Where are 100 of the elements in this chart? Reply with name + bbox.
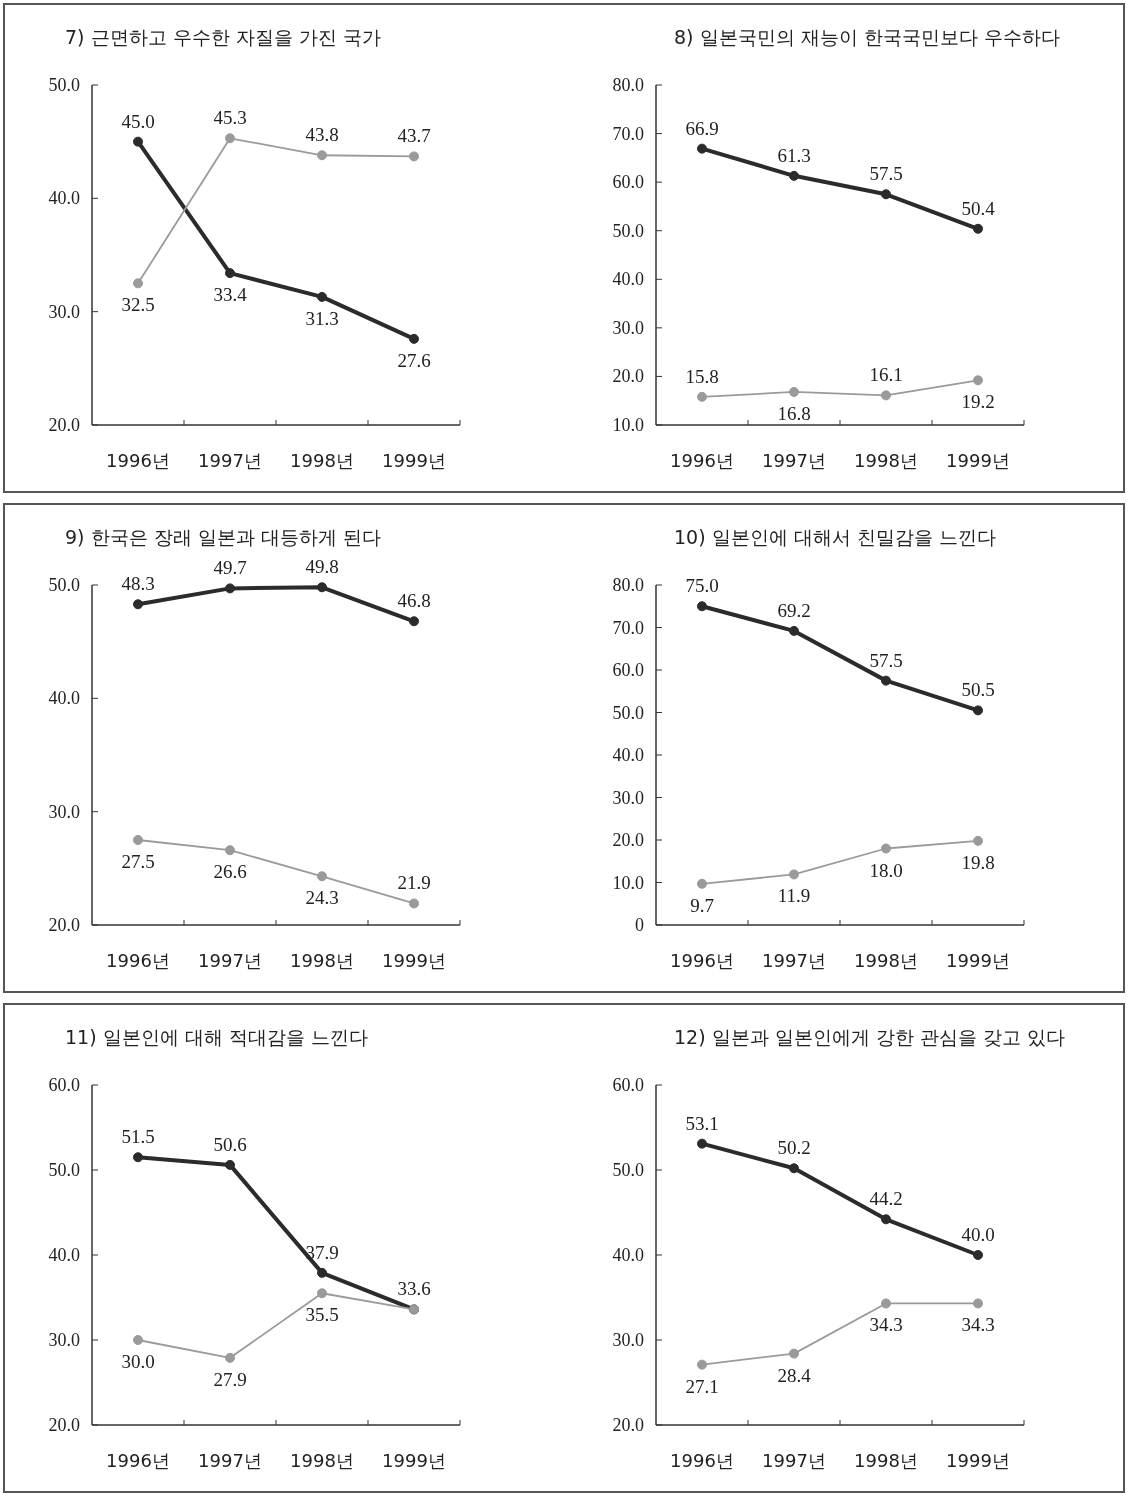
data-label: 40.0 (961, 1224, 995, 1245)
data-label: 45.0 (121, 110, 155, 132)
data-label: 15.8 (685, 365, 719, 387)
data-label: 43.7 (397, 125, 431, 147)
chart-title: 8) 일본국민의 재능이 한국국민보다 우수하다 (674, 26, 1060, 48)
y-tick-label: 10.0 (612, 872, 644, 893)
data-label: 50.2 (777, 1137, 811, 1159)
x-tick-label: 1997년 (198, 950, 262, 971)
data-label: 53.1 (685, 1112, 719, 1134)
data-label: 30.0 (121, 1351, 155, 1372)
y-tick-label: 50.0 (48, 1160, 80, 1180)
data-label: 34.3 (961, 1314, 995, 1336)
x-tick-label: 1998년 (290, 450, 354, 471)
chart-title: 10) 일본인에 대해서 친밀감을 느낀다 (674, 526, 996, 548)
data-label: 16.8 (777, 402, 811, 424)
data-label: 69.2 (777, 599, 811, 621)
x-tick-label: 1998년 (290, 1450, 354, 1471)
data-label: 27.5 (121, 851, 155, 872)
data-label: 16.1 (869, 364, 903, 386)
y-tick-label: 0 (635, 915, 644, 935)
y-tick-label: 40.0 (48, 1245, 80, 1265)
data-label: 66.9 (685, 117, 719, 139)
data-label: 44.2 (869, 1188, 903, 1210)
y-tick-label: 30.0 (48, 301, 80, 322)
x-tick-label: 1999년 (946, 450, 1010, 471)
x-tick-label: 1996년 (670, 450, 734, 471)
y-tick-label: 60.0 (612, 1075, 644, 1095)
data-label: 19.8 (961, 851, 995, 873)
data-label: 33.6 (397, 1278, 431, 1300)
y-tick-label: 10.0 (612, 415, 644, 435)
data-label: 51.5 (121, 1126, 155, 1148)
chart-title: 7) 근면하고 우수한 자질을 가진 국가 (65, 26, 381, 48)
y-tick-label: 20.0 (48, 915, 80, 935)
y-tick-label: 40.0 (612, 745, 644, 765)
x-tick-label: 1999년 (946, 1450, 1010, 1471)
y-tick-label: 50.0 (612, 702, 644, 723)
x-tick-label: 1998년 (854, 1450, 918, 1471)
chart-title: 12) 일본과 일본인에게 강한 관심을 갖고 있다 (674, 1026, 1065, 1048)
y-tick-label: 30.0 (612, 317, 644, 338)
x-tick-label: 1996년 (670, 1450, 734, 1471)
x-tick-label: 1997년 (198, 450, 262, 471)
x-tick-label: 1999년 (382, 1450, 446, 1471)
y-tick-label: 50.0 (48, 75, 80, 95)
x-tick-label: 1999년 (382, 950, 446, 971)
y-tick-label: 20.0 (612, 366, 644, 387)
data-label: 45.3 (213, 107, 247, 129)
y-tick-label: 30.0 (48, 1330, 80, 1350)
data-label: 28.4 (777, 1364, 812, 1386)
y-tick-label: 40.0 (612, 269, 644, 290)
y-tick-label: 70.0 (612, 617, 644, 638)
x-tick-label: 1997년 (762, 1450, 826, 1471)
x-tick-label: 1996년 (106, 950, 170, 971)
chart-title: 9) 한국은 장래 일본과 대등하게 된다 (65, 526, 381, 548)
data-label: 31.3 (305, 307, 339, 329)
data-label: 37.9 (305, 1241, 339, 1263)
data-label: 27.9 (213, 1368, 247, 1390)
data-label: 43.8 (305, 124, 339, 146)
data-label: 26.6 (213, 861, 247, 883)
data-label: 33.4 (213, 284, 248, 306)
y-tick-label: 40.0 (48, 188, 80, 209)
x-tick-label: 1999년 (946, 950, 1010, 971)
y-tick-label: 70.0 (612, 123, 644, 144)
y-tick-label: 20.0 (612, 830, 644, 850)
data-label: 49.8 (305, 556, 339, 578)
x-tick-label: 1997년 (762, 450, 826, 471)
y-tick-label: 20.0 (612, 1415, 644, 1435)
data-label: 19.2 (961, 391, 995, 413)
data-label: 50.6 (213, 1133, 247, 1155)
x-tick-label: 1996년 (106, 450, 170, 471)
data-label: 18.0 (869, 859, 903, 881)
data-label: 11.9 (777, 885, 811, 907)
data-label: 9.7 (690, 894, 714, 916)
data-label: 57.5 (869, 649, 903, 671)
y-tick-label: 30.0 (612, 787, 644, 808)
x-tick-label: 1998년 (854, 450, 918, 471)
y-tick-label: 50.0 (612, 1160, 644, 1180)
data-label: 24.3 (305, 887, 339, 909)
data-label: 32.5 (121, 294, 155, 316)
data-label: 75.0 (685, 575, 719, 597)
data-label: 61.3 (777, 144, 811, 166)
data-label: 46.8 (397, 590, 431, 612)
chart-title: 11) 일본인에 대해 적대감을 느낀다 (65, 1026, 368, 1048)
data-label: 50.5 (961, 679, 995, 701)
data-label: 21.9 (397, 872, 431, 894)
y-tick-label: 20.0 (48, 1415, 80, 1435)
data-label: 57.5 (869, 163, 903, 185)
x-tick-label: 1996년 (106, 1450, 170, 1471)
x-tick-label: 1999년 (382, 450, 446, 471)
data-label: 34.3 (869, 1314, 903, 1336)
data-label: 48.3 (121, 573, 155, 595)
data-label: 27.6 (397, 349, 431, 371)
x-tick-label: 1997년 (762, 950, 826, 971)
y-tick-label: 80.0 (612, 575, 644, 595)
y-tick-label: 40.0 (48, 688, 80, 709)
data-label: 49.7 (213, 557, 247, 579)
y-tick-label: 60.0 (612, 660, 644, 680)
data-label: 35.5 (305, 1304, 339, 1326)
y-tick-label: 60.0 (48, 1075, 80, 1095)
y-tick-label: 50.0 (612, 220, 644, 241)
y-tick-label: 30.0 (48, 801, 80, 822)
